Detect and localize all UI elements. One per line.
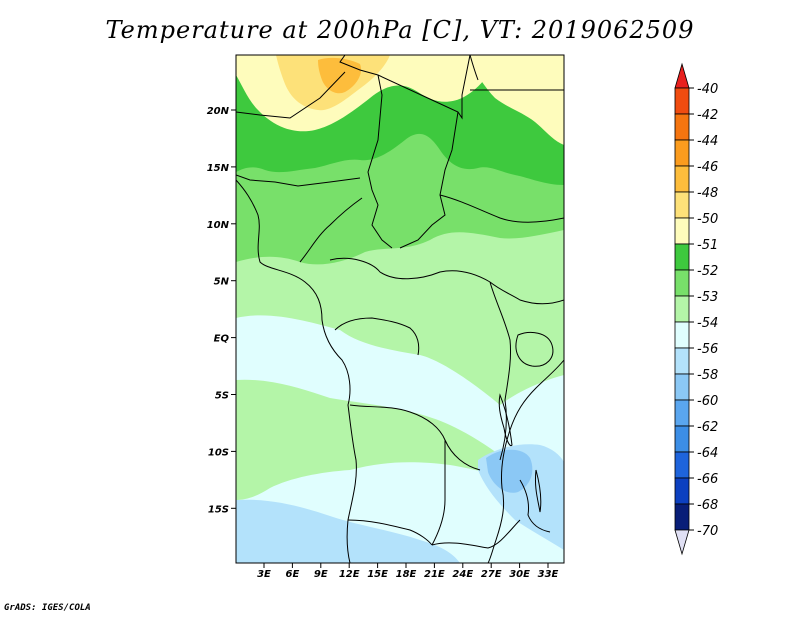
colorbar-label: -48 xyxy=(697,186,718,201)
lon-label-21e: 21E xyxy=(424,569,445,580)
colorbar-swatch xyxy=(674,477,690,505)
axis-ticks xyxy=(231,109,549,568)
map-frame xyxy=(235,54,565,564)
colorbar-swatch xyxy=(674,425,690,453)
lat-label-15s: 15S xyxy=(208,504,229,515)
temperature-shading xyxy=(236,55,564,563)
band-minus56-sw xyxy=(236,499,460,563)
colorbar-label: -56 xyxy=(697,342,718,357)
colorbar-label: -44 xyxy=(697,134,718,149)
band-minus46-core xyxy=(318,57,362,94)
border-zambia-south xyxy=(431,519,521,549)
border-algeria-niger xyxy=(236,71,346,119)
lon-label-3e: 3E xyxy=(257,569,271,580)
colorbar-label: -52 xyxy=(697,264,718,279)
colorbar-swatch xyxy=(674,399,690,427)
colorbar-swatch xyxy=(674,191,690,219)
colorbar-bottom-arrow xyxy=(674,529,690,556)
border-niger-nigeria xyxy=(236,174,361,187)
lon-label-30e: 30E xyxy=(509,569,530,580)
colorbar-top-arrow xyxy=(674,62,690,89)
lat-label-5s: 5S xyxy=(215,391,229,402)
colorbar-label: -60 xyxy=(697,394,718,409)
colorbar-label: -51 xyxy=(697,238,718,253)
border-chad-sudan xyxy=(399,111,459,249)
border-namibia-angola xyxy=(347,519,433,546)
border-car-south xyxy=(329,257,491,283)
lat-label-10n: 10N xyxy=(207,220,230,231)
colorbar-label: -68 xyxy=(697,498,718,513)
longitude-labels: 3E 6E 9E 12E 15E 18E 21E 24E 27E 30E 33E xyxy=(257,569,558,580)
border-ssudan-south xyxy=(489,281,564,305)
colorbar-label: -70 xyxy=(697,524,718,539)
latitude-labels: 20N 15N 10N 5N EQ 5S 10S 15S xyxy=(207,106,230,515)
country-borders xyxy=(236,55,564,563)
lon-label-33e: 33E xyxy=(538,569,559,580)
border-libya-sudan xyxy=(339,55,471,120)
colorbar-label: -54 xyxy=(697,316,718,331)
border-chad-west xyxy=(367,74,393,249)
colorbar-swatch xyxy=(674,269,690,297)
colorbar: -40 -42 -44 -46 -48 -50 -51 -52 -53 -54 -56 -58 -60 -… xyxy=(674,62,718,556)
nile-river xyxy=(469,55,479,81)
colorbar-label: -42 xyxy=(697,108,718,123)
border-sudan-ssudan xyxy=(439,194,564,223)
colorbar-label: -62 xyxy=(697,420,718,435)
lon-label-27e: 27E xyxy=(481,569,502,580)
colorbar-swatch xyxy=(674,347,690,375)
colorbar-label: -46 xyxy=(697,160,718,175)
border-drc-east xyxy=(489,281,511,461)
colorbar-swatch xyxy=(674,217,690,245)
band-minus50-ne xyxy=(470,55,564,145)
colorbar-label: -40 xyxy=(697,82,718,97)
colorbar-swatch xyxy=(674,243,690,271)
colorbar-swatch xyxy=(674,503,690,531)
lon-label-6e: 6E xyxy=(286,569,300,580)
lon-label-12e: 12E xyxy=(339,569,360,580)
lat-label-20n: 20N xyxy=(207,106,230,117)
lat-label-eq: EQ xyxy=(214,334,230,345)
lon-label-15e: 15E xyxy=(367,569,388,580)
colorbar-swatch xyxy=(674,165,690,193)
lake-victoria xyxy=(515,332,554,367)
colorbar-swatch xyxy=(674,295,690,323)
colorbar-swatch xyxy=(674,373,690,401)
lon-label-24e: 24E xyxy=(452,569,473,580)
credit-label: GrADS: IGES/COLA xyxy=(4,603,91,613)
coastline-east xyxy=(487,359,564,563)
border-angola-drc xyxy=(349,404,481,471)
border-cameroon-nigeria xyxy=(299,197,363,263)
colorbar-label: -50 xyxy=(697,212,718,227)
colorbar-swatch xyxy=(674,321,690,349)
lake-malawi xyxy=(535,469,542,513)
colorbar-label: -58 xyxy=(697,368,718,383)
lon-label-18e: 18E xyxy=(396,569,417,580)
lat-label-10s: 10S xyxy=(208,447,229,458)
lake-tanganyika xyxy=(498,393,513,447)
colorbar-swatch xyxy=(674,139,690,167)
colorbar-label: -66 xyxy=(697,472,718,487)
coastline-west xyxy=(236,179,357,563)
border-mozambique-malawi xyxy=(519,479,551,533)
band-minus53-lobe xyxy=(236,379,520,500)
colorbar-swatch xyxy=(674,87,690,115)
colorbar-swatch xyxy=(674,113,690,141)
lon-label-9e: 9E xyxy=(314,569,328,580)
lat-label-5n: 5N xyxy=(214,277,230,288)
colorbar-label: -53 xyxy=(697,290,718,305)
lat-label-15n: 15N xyxy=(207,163,230,174)
border-congo-drc xyxy=(334,317,420,356)
chart-title: Temperature at 200hPa [C], VT: 201906250… xyxy=(105,16,695,44)
colorbar-swatch xyxy=(674,451,690,479)
border-angola-zambia xyxy=(431,440,446,546)
colorbar-label: -64 xyxy=(697,446,718,461)
